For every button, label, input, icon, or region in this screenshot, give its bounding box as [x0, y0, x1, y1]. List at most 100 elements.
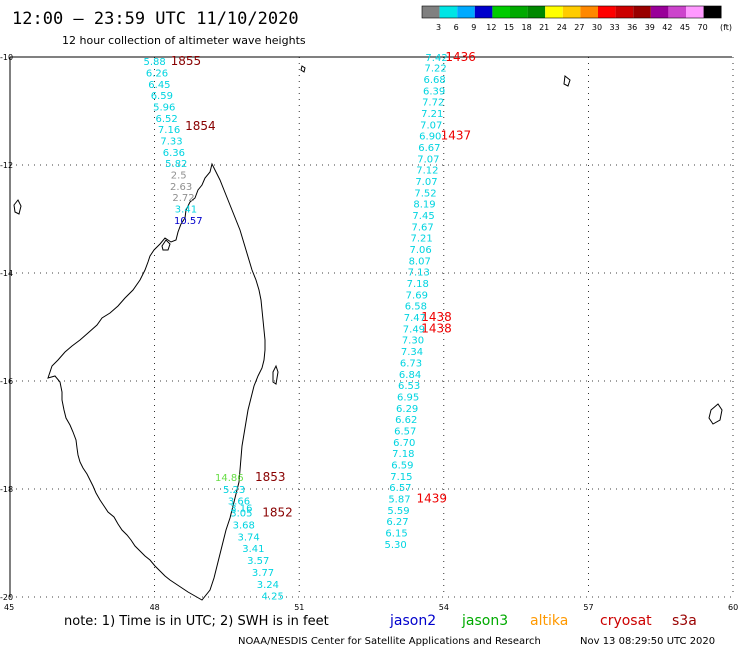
wave-height-value: 8.07 — [409, 256, 431, 267]
wave-height-value: 3.24 — [257, 580, 279, 591]
legend-tick-label: 36 — [627, 23, 637, 32]
satellite-label-jason3: jason3 — [461, 613, 508, 629]
wave-height-value: 7.49 — [403, 324, 425, 335]
wave-height-value: 7.72 — [422, 98, 444, 109]
wave-height-value: 6.59 — [151, 91, 173, 102]
madagascar-coastline — [47, 162, 266, 601]
wave-height-value: 2.63 — [170, 182, 192, 193]
satellite-label-s3a: s3a — [672, 613, 697, 629]
wave-height-value: 14.86 — [215, 473, 244, 484]
wave-height-value: 3.41 — [175, 205, 197, 216]
wave-height-value: 6.59 — [391, 460, 413, 471]
wave-height-value: 3.66 — [228, 497, 250, 508]
latitude-tick-label: -16 — [0, 377, 13, 386]
wave-height-value: 3.77 — [252, 568, 274, 579]
wave-height-value: 6.45 — [148, 80, 170, 91]
wave-height-value: 3.05 — [230, 509, 252, 520]
wave-height-value: 7.47 — [404, 313, 426, 324]
wave-height-value: 6.26 — [146, 68, 168, 79]
wave-height-value: 5.88 — [143, 57, 165, 68]
wave-height-value: 6.95 — [397, 392, 419, 403]
wave-height-value: 7.52 — [414, 188, 436, 199]
wave-height-value: 7.21 — [421, 109, 443, 120]
wave-height-value: 2.72 — [172, 193, 194, 204]
legend-tick-label: 30 — [592, 23, 602, 32]
legend-tick-label: 6 — [454, 23, 459, 32]
wave-height-value: 7.15 — [390, 472, 412, 483]
wave-height-value: 5.30 — [384, 540, 406, 551]
legend-tick-label: 18 — [522, 23, 532, 32]
longitude-tick-label: 57 — [583, 603, 593, 612]
wave-height-value: 7.16 — [158, 125, 180, 136]
legend-swatch — [686, 6, 704, 18]
wave-height-value: 6.68 — [424, 75, 446, 86]
wave-height-value: 7.67 — [411, 222, 433, 233]
wave-height-value: 7.07 — [420, 120, 442, 131]
wave-height-value: 3.57 — [247, 556, 269, 567]
satellite-label-altika: altika — [530, 613, 568, 629]
credit-text: NOAA/NESDIS Center for Satellite Applica… — [238, 636, 541, 647]
wave-height-value: 6.62 — [395, 415, 417, 426]
legend-swatch — [527, 6, 546, 18]
wave-height-value: 3.74 — [237, 532, 259, 543]
legend-swatch — [457, 6, 475, 18]
wave-height-value: 6.67 — [418, 143, 440, 154]
pass-time-label: 1437 — [441, 129, 472, 143]
wave-height-value: 7.06 — [410, 245, 432, 256]
sainte-marie-island — [272, 364, 279, 385]
pass-time-label: 1853 — [255, 470, 286, 484]
legend-swatch — [492, 6, 510, 18]
wave-height-value: 7.69 — [406, 290, 428, 301]
nosy-be-island — [161, 239, 171, 251]
wave-height-value: 7.18 — [392, 449, 414, 460]
legend-swatch — [474, 6, 493, 18]
legend-swatch — [598, 6, 616, 18]
legend-tick-label: 21 — [539, 23, 549, 32]
wave-height-value: 6.90 — [419, 132, 441, 143]
legend-swatch — [668, 6, 686, 18]
latitude-tick-label: -14 — [0, 269, 13, 278]
satellite-label-jason2: jason2 — [389, 613, 436, 629]
wave-height-value: 7.34 — [401, 347, 423, 358]
wave-height-value: 7.22 — [424, 64, 446, 75]
map-subtitle: 12 hour collection of altimeter wave hei… — [62, 34, 306, 47]
mauritius-island — [708, 403, 723, 425]
wave-height-value: 5.87 — [388, 495, 410, 506]
wave-height-value: 7.12 — [416, 166, 438, 177]
legend-swatch — [510, 6, 528, 18]
legend-swatch — [439, 6, 458, 18]
wave-height-value: 6.27 — [386, 517, 408, 528]
wave-height-value: 4.25 — [262, 592, 284, 603]
legend-swatch — [650, 6, 669, 18]
longitude-labels: 45 48 51 54 57 60 — [4, 603, 738, 612]
legend-outline — [421, 5, 722, 19]
legend-tick-label: 9 — [471, 23, 476, 32]
wave-height-value: 7.21 — [410, 234, 432, 245]
wave-height-value: 5.82 — [165, 159, 187, 170]
agalega-island — [563, 75, 571, 87]
wave-height-value: 7.33 — [160, 136, 182, 147]
wave-height-value: 5.59 — [387, 506, 409, 517]
legend-tick-label: 33 — [610, 23, 620, 32]
latitude-tick-label: -20 — [0, 593, 13, 602]
wave-height-value: 6.84 — [399, 370, 421, 381]
wave-height-value: 7.07 — [417, 154, 439, 165]
legend-tick-label: 12 — [486, 23, 496, 32]
legend-tick-label: 42 — [662, 23, 672, 32]
footer-note: note: 1) Time is in UTC; 2) SWH is in fe… — [64, 614, 329, 629]
legend-swatch — [422, 6, 440, 18]
wave-height-value: 6.39 — [423, 86, 445, 97]
legend-tick-label: 27 — [574, 23, 584, 32]
pass-time-label: 1438 — [421, 310, 452, 324]
color-scale-legend: 3 6 9 12 15 18 21 24 27 30 33 36 39 42 45 70 — [421, 5, 722, 32]
coastline — [13, 65, 723, 601]
generated-timestamp: Nov 13 08:29:50 UTC 2020 — [580, 636, 715, 647]
pass-time-label: 1852 — [262, 506, 293, 520]
wave-height-value: 7.07 — [415, 177, 437, 188]
longitude-tick-label: 60 — [728, 603, 738, 612]
pass-time-label: 1439 — [416, 492, 447, 506]
wave-height-value: 6.52 — [156, 114, 178, 125]
latitude-labels: -10 -12 -14 -16 -18 -20 — [0, 53, 13, 602]
longitude-tick-label: 48 — [150, 603, 160, 612]
